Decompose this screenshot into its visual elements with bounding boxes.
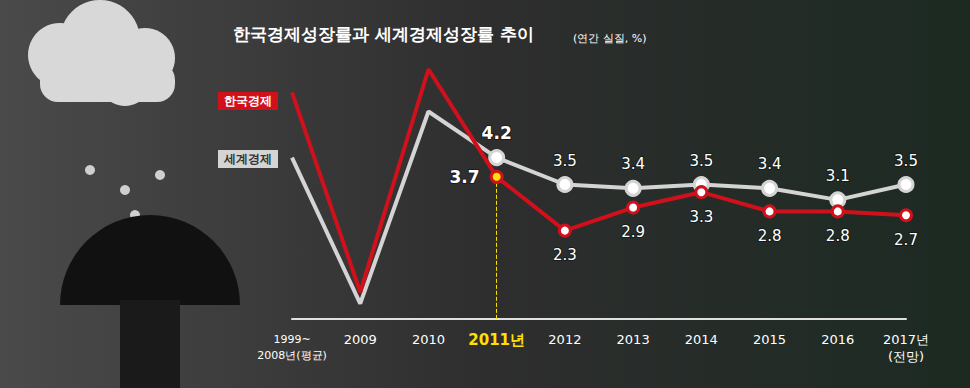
svg-text:세계경제: 세계경제 (223, 152, 272, 166)
svg-text:2.9: 2.9 (621, 223, 645, 241)
svg-text:한국경제: 한국경제 (224, 94, 272, 108)
svg-text:3.5: 3.5 (894, 152, 918, 170)
svg-text:(전망): (전망) (888, 349, 924, 364)
svg-text:3.4: 3.4 (621, 155, 645, 173)
svg-text:3.5: 3.5 (553, 152, 577, 170)
svg-text:한국경제성장률과 세계경제성장률 추이: 한국경제성장률과 세계경제성장률 추이 (233, 24, 534, 44)
svg-text:3.7: 3.7 (450, 167, 480, 187)
svg-text:(연간 실질, %): (연간 실질, %) (573, 32, 647, 45)
svg-text:2009: 2009 (344, 332, 377, 347)
svg-text:2.3: 2.3 (553, 246, 577, 264)
svg-text:2016: 2016 (821, 332, 854, 347)
svg-text:2.7: 2.7 (894, 231, 918, 249)
svg-text:3.3: 3.3 (689, 208, 713, 226)
svg-text:3.1: 3.1 (826, 167, 850, 185)
svg-text:3.4: 3.4 (758, 155, 782, 173)
svg-text:2012: 2012 (548, 332, 581, 347)
svg-text:2013: 2013 (617, 332, 650, 347)
svg-text:2017년: 2017년 (883, 332, 929, 347)
svg-text:2010: 2010 (412, 332, 445, 347)
svg-text:2011년: 2011년 (468, 331, 525, 349)
svg-text:2014: 2014 (685, 332, 718, 347)
svg-text:2.8: 2.8 (826, 227, 850, 245)
svg-text:1999~: 1999~ (273, 333, 310, 346)
svg-text:2.8: 2.8 (758, 227, 782, 245)
svg-text:2015: 2015 (753, 332, 786, 347)
svg-text:2008년(평균): 2008년(평균) (257, 349, 327, 362)
svg-text:4.2: 4.2 (482, 123, 512, 143)
svg-text:3.5: 3.5 (689, 152, 713, 170)
